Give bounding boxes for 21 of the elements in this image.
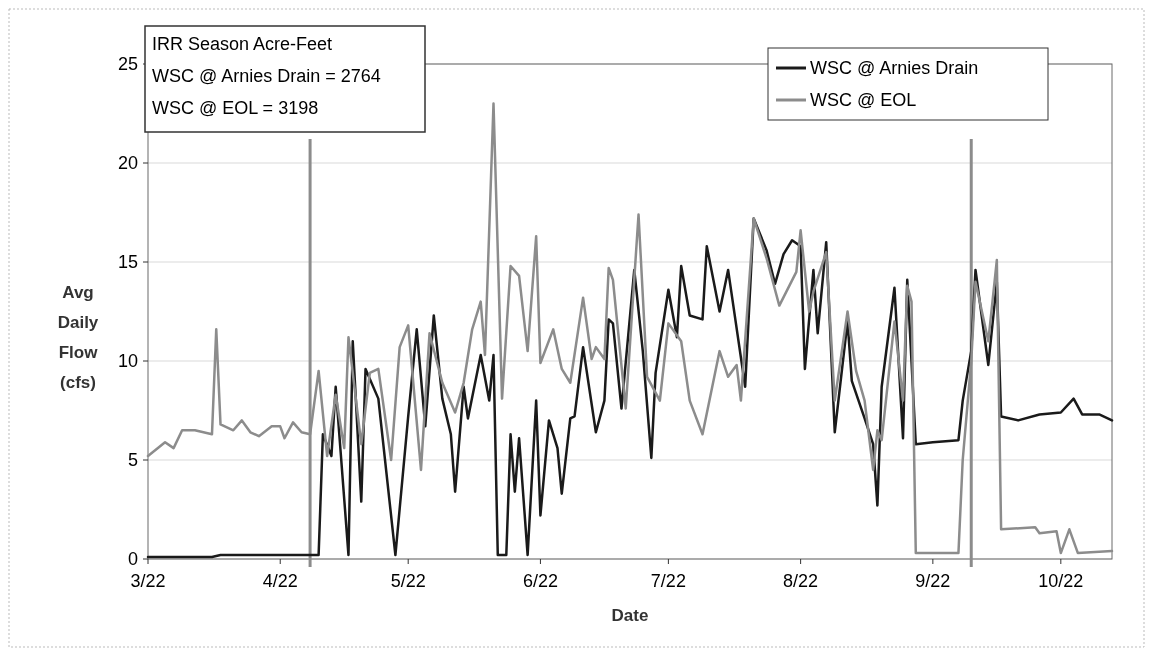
x-tick-label: 9/22 [915,571,951,591]
y-tick-label: 5 [127,450,138,471]
annotation: WSC @ EOL = 3198 [152,98,319,118]
y-tick-label: 15 [117,252,138,273]
x-tick-label: 10/22 [1038,571,1084,591]
legend-label: WSC @ Arnies Drain [810,58,979,79]
x-tick-label: 4/22 [262,571,298,591]
text: IRR Season Acre-Feet [152,34,333,54]
x-tick-label: 8/22 [783,571,819,591]
x-tick-label: 3/22 [130,571,166,591]
y-tick-label: 20 [117,153,138,174]
y-tick-label: 0 [127,549,138,570]
y-tick-label: 10 [117,351,138,372]
x-tick-label: 7/22 [650,571,686,591]
x-tick-label: 6/22 [522,571,558,591]
x-axis-title: Date [611,606,649,625]
legend-label: WSC @ EOL [810,90,917,111]
y-axis-title: Avg Daily Flow (cfs) [57,283,99,392]
annotation: WSC @ Arnies Drain = 2764 [152,66,381,86]
y-tick-label: 25 [117,54,138,75]
x-tick-label: 5/22 [390,571,426,591]
